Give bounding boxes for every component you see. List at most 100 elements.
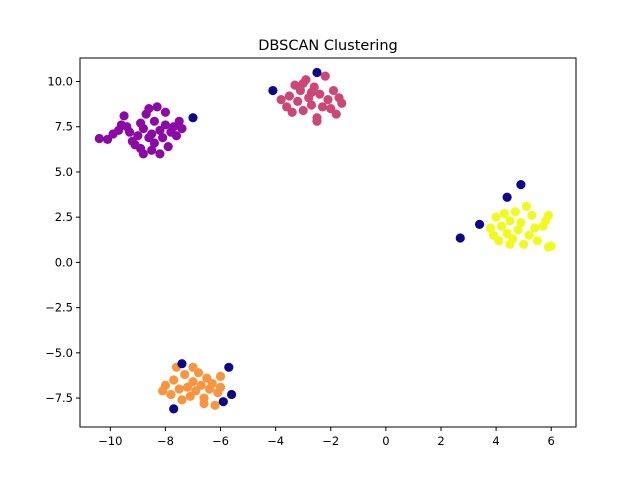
y-axis: −7.5 −5.0 −2.5 0.0 2.5 5.0 7.5 10.0 bbox=[45, 75, 80, 405]
data-point bbox=[519, 239, 529, 249]
data-point bbox=[293, 96, 303, 107]
data-point bbox=[306, 100, 317, 110]
data-point bbox=[513, 225, 523, 235]
data-point bbox=[147, 145, 157, 155]
data-point bbox=[171, 131, 182, 141]
data-point bbox=[491, 212, 501, 222]
data-point bbox=[502, 192, 512, 202]
data-point bbox=[546, 241, 556, 251]
data-point bbox=[160, 107, 171, 117]
data-point bbox=[122, 122, 132, 132]
x-tick-label: −2 bbox=[322, 434, 339, 448]
data-point bbox=[169, 375, 179, 385]
data-point bbox=[188, 362, 198, 372]
data-point bbox=[149, 138, 159, 148]
data-point bbox=[516, 180, 526, 190]
data-point bbox=[210, 400, 220, 410]
data-point bbox=[510, 207, 520, 217]
data-point bbox=[287, 107, 297, 117]
data-point bbox=[133, 131, 143, 141]
y-tick-label: −5.0 bbox=[45, 346, 73, 360]
data-point bbox=[218, 397, 228, 407]
data-point bbox=[224, 362, 234, 372]
y-tick-label: 7.5 bbox=[55, 120, 73, 134]
data-point bbox=[215, 382, 226, 392]
y-tick-label: 10.0 bbox=[47, 75, 73, 89]
data-point bbox=[284, 91, 295, 101]
data-point bbox=[94, 133, 104, 144]
series-4 bbox=[169, 67, 526, 414]
data-point bbox=[160, 120, 171, 130]
y-tick-label: −7.5 bbox=[45, 391, 73, 405]
data-point bbox=[494, 236, 504, 246]
data-point bbox=[499, 208, 509, 219]
data-point bbox=[163, 142, 173, 152]
data-point bbox=[306, 87, 317, 97]
series-2 bbox=[158, 362, 226, 410]
data-point bbox=[516, 218, 526, 228]
x-tick-label: −10 bbox=[98, 434, 122, 448]
data-point bbox=[166, 389, 176, 400]
data-point bbox=[207, 378, 217, 389]
data-point bbox=[174, 116, 184, 126]
data-point bbox=[505, 216, 515, 226]
data-point bbox=[532, 236, 543, 246]
y-tick-label: 0.0 bbox=[55, 255, 73, 269]
data-point bbox=[524, 230, 534, 240]
data-point bbox=[215, 371, 226, 381]
data-point bbox=[180, 369, 190, 380]
data-point bbox=[276, 95, 286, 105]
data-point bbox=[138, 123, 148, 134]
y-tick-label: −2.5 bbox=[45, 301, 73, 315]
data-point bbox=[485, 223, 496, 233]
data-point bbox=[474, 219, 485, 230]
x-tick-label: −4 bbox=[267, 434, 284, 448]
data-point bbox=[268, 85, 278, 96]
x-tick-label: 0 bbox=[382, 434, 389, 448]
data-point bbox=[138, 149, 148, 159]
data-point bbox=[169, 404, 179, 414]
data-point bbox=[530, 223, 540, 233]
data-point bbox=[317, 102, 328, 112]
data-point bbox=[521, 201, 532, 211]
data-point bbox=[543, 210, 554, 220]
data-point bbox=[527, 210, 537, 220]
y-tick-label: 2.5 bbox=[55, 210, 73, 224]
data-point bbox=[328, 85, 339, 96]
y-tick-label: 5.0 bbox=[55, 165, 73, 179]
data-point bbox=[152, 102, 162, 112]
series-0 bbox=[94, 102, 187, 159]
data-point bbox=[505, 239, 515, 249]
series-1 bbox=[276, 71, 347, 126]
data-point bbox=[315, 89, 325, 99]
data-point bbox=[298, 78, 308, 88]
x-tick-label: 2 bbox=[437, 434, 444, 448]
chart-title: DBSCAN Clustering bbox=[258, 38, 397, 54]
x-tick-label: −6 bbox=[212, 434, 229, 448]
data-point bbox=[144, 104, 154, 114]
data-point bbox=[174, 384, 184, 394]
data-point bbox=[196, 380, 206, 390]
data-points bbox=[94, 67, 556, 414]
data-point bbox=[497, 221, 507, 231]
data-point bbox=[455, 233, 465, 243]
data-point bbox=[337, 98, 347, 108]
data-point bbox=[158, 132, 168, 143]
data-point bbox=[298, 105, 308, 116]
data-point bbox=[177, 395, 187, 405]
data-point bbox=[320, 71, 330, 81]
data-point bbox=[312, 67, 322, 78]
data-point bbox=[295, 85, 306, 96]
data-point bbox=[331, 109, 341, 119]
data-point bbox=[155, 149, 165, 159]
x-tick-label: 6 bbox=[548, 434, 555, 448]
data-point bbox=[323, 95, 333, 105]
data-point bbox=[160, 380, 171, 390]
data-point bbox=[147, 129, 157, 139]
x-tick-label: 4 bbox=[492, 434, 499, 448]
plot-frame bbox=[79, 57, 577, 428]
data-point bbox=[119, 111, 129, 121]
x-tick-label: −8 bbox=[157, 434, 174, 448]
data-point bbox=[226, 389, 237, 400]
